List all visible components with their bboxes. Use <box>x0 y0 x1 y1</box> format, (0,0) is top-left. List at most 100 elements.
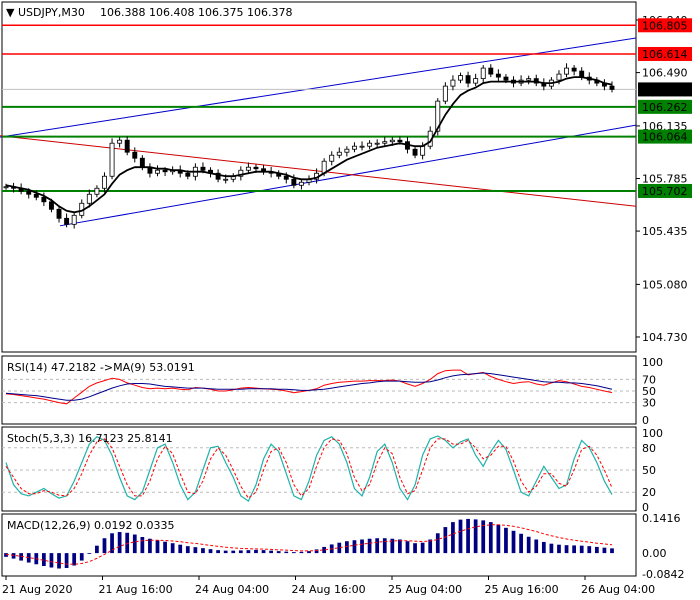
rsi-tick-label: 30 <box>642 397 656 410</box>
macd-bar <box>11 553 16 559</box>
macd-bar <box>238 550 243 554</box>
macd-bar <box>49 553 54 568</box>
macd-bar <box>594 546 599 554</box>
candle-body <box>389 139 395 143</box>
rsi-ma-line <box>5 372 613 401</box>
macd-bar <box>458 519 463 554</box>
candle-body <box>26 190 32 195</box>
macd-bar <box>79 553 84 561</box>
macd-bar <box>322 546 327 554</box>
macd-tick-label: 0.00 <box>642 547 667 560</box>
support-1-tag-label: 106.262 <box>642 101 688 114</box>
candle-body <box>450 79 456 87</box>
macd-bar <box>223 550 228 554</box>
macd-bar <box>231 550 236 554</box>
stoch-panel-frame <box>1 426 637 512</box>
x-tick-label: 24 Aug 04:00 <box>195 583 269 596</box>
candle-body <box>223 178 229 181</box>
candle-body <box>155 169 160 174</box>
candle-body <box>397 139 403 143</box>
resistance-1-tag-label: 106.805 <box>642 19 688 32</box>
macd-bar <box>95 545 99 554</box>
candle-body <box>94 187 100 195</box>
candle-body <box>609 85 615 90</box>
macd-bar <box>193 547 198 554</box>
x-tick-label: 25 Aug 16:00 <box>485 583 559 596</box>
candle-body <box>253 166 259 170</box>
symbol-icon: ▼ <box>6 6 15 19</box>
price-plot <box>0 24 637 229</box>
macd-tick-label: 0.1416 <box>642 512 681 525</box>
macd-bar <box>185 546 190 554</box>
candle-body <box>495 73 501 78</box>
current-price-tag <box>638 82 692 97</box>
candle-body <box>420 145 426 156</box>
candle-body <box>473 78 479 84</box>
resistance-2-tag-label: 106.614 <box>642 48 688 61</box>
ohlc-readout: 106.388 106.408 106.375 106.378 <box>100 6 292 19</box>
candle-body <box>336 151 342 156</box>
resistance-1-tag <box>638 18 692 33</box>
x-tick-label: 21 Aug 16:00 <box>99 583 173 596</box>
macd-bar <box>367 538 372 554</box>
candle-body <box>564 67 570 75</box>
candle-body <box>458 75 463 81</box>
candle-body <box>480 67 486 80</box>
macd-bar <box>178 544 183 554</box>
candle-body <box>291 178 297 186</box>
macd-bar <box>451 522 455 554</box>
macd-bar <box>246 550 251 554</box>
resistance-2-tag <box>638 46 692 61</box>
macd-bar <box>420 542 425 554</box>
candle-body <box>435 100 441 132</box>
macd-plot <box>4 518 614 569</box>
macd-bar <box>382 538 387 554</box>
support-1-tag <box>638 99 692 114</box>
x-tick-label: 25 Aug 04:00 <box>388 583 462 596</box>
candle-body <box>442 85 448 102</box>
price-tick-label: 105.080 <box>642 278 688 291</box>
macd-bar <box>435 533 440 554</box>
macd-bar <box>398 539 402 554</box>
macd-bar <box>57 553 61 569</box>
stoch-main-line <box>5 435 613 502</box>
stoch-tick-label: 50 <box>642 464 656 477</box>
macd-bar <box>72 553 77 566</box>
macd-bar <box>549 543 554 554</box>
stoch-signal-line <box>5 438 613 499</box>
rsi-tick-label: 50 <box>642 385 656 398</box>
candle-body <box>359 145 365 148</box>
macd-bar <box>345 541 349 554</box>
candle-body <box>571 67 577 72</box>
macd-bar <box>519 533 523 554</box>
macd-bar <box>610 548 614 554</box>
rsi-tick-label: 100 <box>642 356 663 369</box>
macd-bar <box>504 527 508 554</box>
candle-body <box>556 73 562 81</box>
x-tick-label: 26 Aug 04:00 <box>581 583 655 596</box>
price-tick-label: 105.785 <box>642 173 688 186</box>
candle-body <box>367 142 373 147</box>
descending-trendline <box>0 135 637 207</box>
candle-body <box>64 217 70 225</box>
candle-body <box>124 139 130 153</box>
candle-body <box>412 148 418 156</box>
macd-bar <box>110 533 114 554</box>
stoch-tick-label: 0 <box>642 501 649 514</box>
macd-bar <box>413 543 417 554</box>
macd-tick-label: -0.0842 <box>642 568 684 581</box>
candle-body <box>71 214 77 225</box>
rsi-plot <box>2 369 636 405</box>
candle-body <box>238 169 244 177</box>
macd-bar <box>291 552 296 554</box>
support-3-tag <box>638 183 692 198</box>
price-tick-label: 104.730 <box>642 331 688 344</box>
macd-bar <box>117 532 122 554</box>
candle-body <box>329 154 335 162</box>
macd-label: MACD(12,26,9) 0.0192 0.0335 <box>7 519 175 532</box>
candle-body <box>33 193 39 198</box>
candle-body <box>200 166 206 171</box>
macd-bar <box>132 534 137 554</box>
candle-body <box>162 169 168 173</box>
